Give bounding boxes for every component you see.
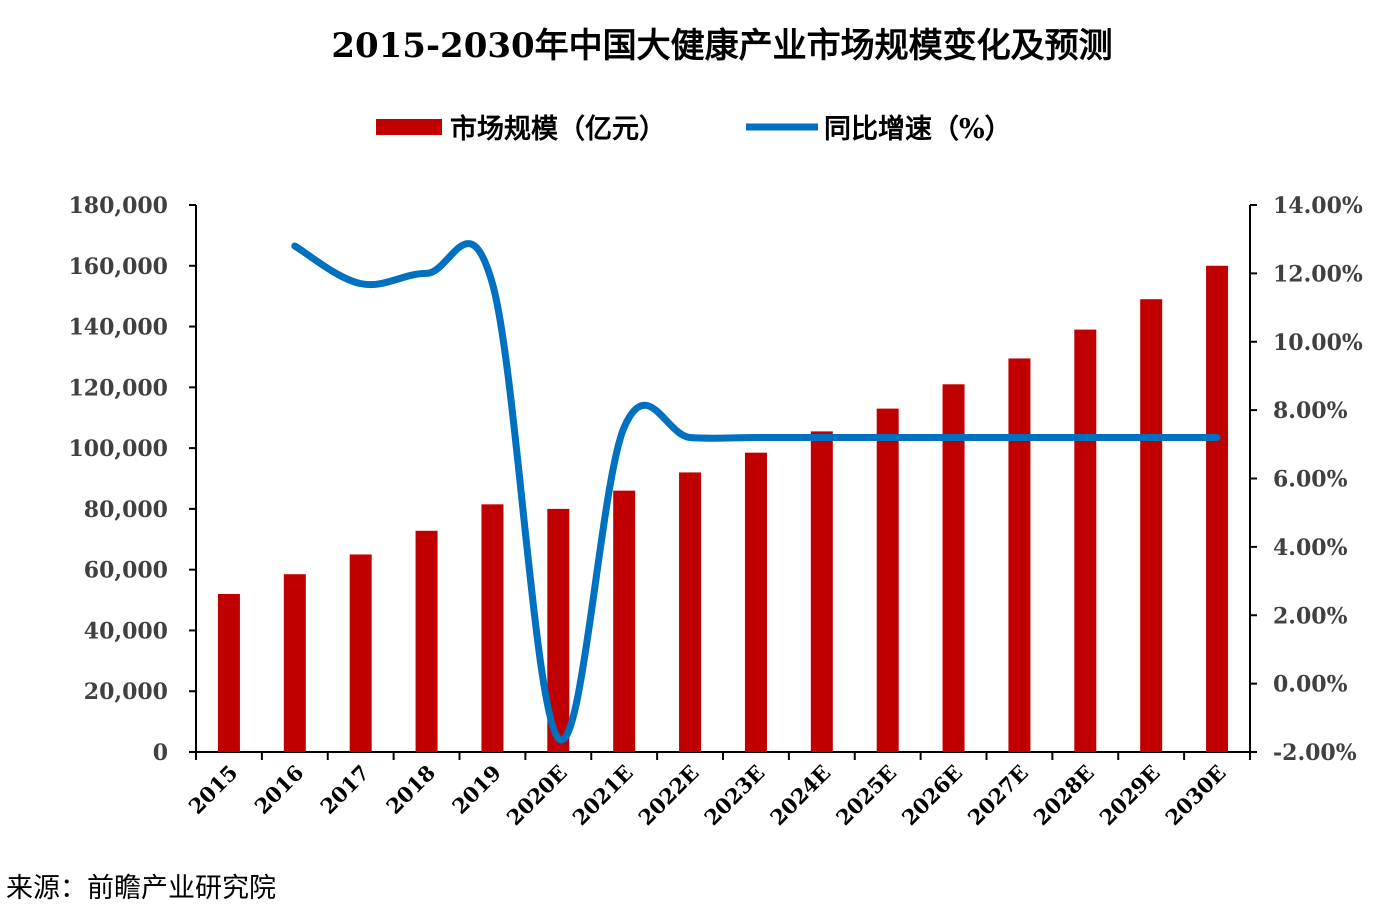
y-right-tick-label: -2.00% bbox=[1273, 740, 1357, 766]
y-left-tick-label: 140,000 bbox=[68, 315, 168, 341]
bar bbox=[942, 384, 965, 752]
bar bbox=[876, 408, 899, 752]
x-tick-label: 2021E bbox=[567, 760, 637, 830]
bar bbox=[547, 508, 570, 752]
x-tick-label: 2019 bbox=[447, 760, 506, 819]
y-right-tick-label: 12.00% bbox=[1273, 261, 1363, 287]
x-tick-label: 2028E bbox=[1029, 760, 1099, 830]
y-right-tick-label: 14.00% bbox=[1273, 193, 1363, 219]
x-tick-label: 2016 bbox=[249, 760, 308, 819]
bar bbox=[1074, 329, 1097, 752]
bar bbox=[415, 530, 438, 752]
x-tick-label: 2026E bbox=[897, 760, 967, 830]
y-left-tick-label: 120,000 bbox=[68, 375, 168, 401]
bar bbox=[1206, 265, 1229, 752]
source-note: 来源：前瞻产业研究院 bbox=[6, 873, 276, 904]
bar bbox=[1140, 299, 1163, 752]
growth-line bbox=[291, 240, 1221, 744]
y-right-tick-label: 2.00% bbox=[1273, 603, 1348, 629]
x-tick-label: 2030E bbox=[1160, 760, 1230, 830]
legend-label-line: 同比增速（%） bbox=[824, 113, 1012, 145]
bar bbox=[349, 554, 372, 752]
legend-label-bar: 市场规模（亿元） bbox=[450, 113, 666, 145]
x-tick-label: 2025E bbox=[831, 760, 901, 830]
bar bbox=[283, 574, 306, 752]
x-tick-label: 2022E bbox=[633, 760, 703, 830]
x-tick-label: 2023E bbox=[699, 760, 769, 830]
y-right-tick-label: 4.00% bbox=[1273, 535, 1348, 561]
y-right-tick-label: 6.00% bbox=[1273, 467, 1348, 493]
y-left-tick-label: 80,000 bbox=[84, 497, 168, 523]
y-left-tick-label: 40,000 bbox=[84, 618, 168, 644]
x-tick-label: 2020E bbox=[502, 760, 572, 830]
y-left-tick-label: 60,000 bbox=[84, 558, 168, 584]
y-left-tick-label: 180,000 bbox=[68, 193, 168, 219]
x-tick-label: 2015 bbox=[183, 760, 242, 819]
bar bbox=[613, 490, 636, 752]
legend: 市场规模（亿元） 同比增速（%） bbox=[376, 113, 1012, 145]
bar bbox=[217, 593, 240, 752]
bar-series bbox=[217, 265, 1229, 752]
y-left-tick-label: 160,000 bbox=[68, 254, 168, 280]
bar bbox=[481, 504, 504, 752]
x-tick-label: 2024E bbox=[765, 760, 835, 830]
y-left-tick-label: 0 bbox=[153, 740, 168, 766]
legend-swatch-bar bbox=[376, 119, 442, 135]
line-series bbox=[291, 240, 1221, 744]
x-tick-label: 2027E bbox=[963, 760, 1033, 830]
x-axis-labels: 2015 2016 2017 2018 20192020E2021E2022E2023E… bbox=[183, 760, 1230, 830]
bar bbox=[810, 431, 833, 752]
y-right-tick-label: 0.00% bbox=[1273, 672, 1348, 698]
bar bbox=[679, 472, 702, 752]
y-right-tick-label: 10.00% bbox=[1273, 330, 1363, 356]
x-tick-label: 2029E bbox=[1094, 760, 1164, 830]
x-tick-label: 2017 bbox=[315, 760, 374, 819]
bar bbox=[744, 452, 767, 752]
x-tick-label: 2018 bbox=[381, 760, 440, 819]
y-left-tick-label: 20,000 bbox=[84, 679, 168, 705]
y-left-tick-label: 100,000 bbox=[68, 436, 168, 462]
y-right-tick-label: 8.00% bbox=[1273, 398, 1348, 424]
axes: 0 20,000 40,000 60,000 80,000 100,000 120,000 1… bbox=[68, 193, 1362, 766]
bar bbox=[1008, 358, 1031, 752]
chart-title: 2015-2030年中国大健康产业市场规模变化及预测 bbox=[331, 26, 1112, 66]
